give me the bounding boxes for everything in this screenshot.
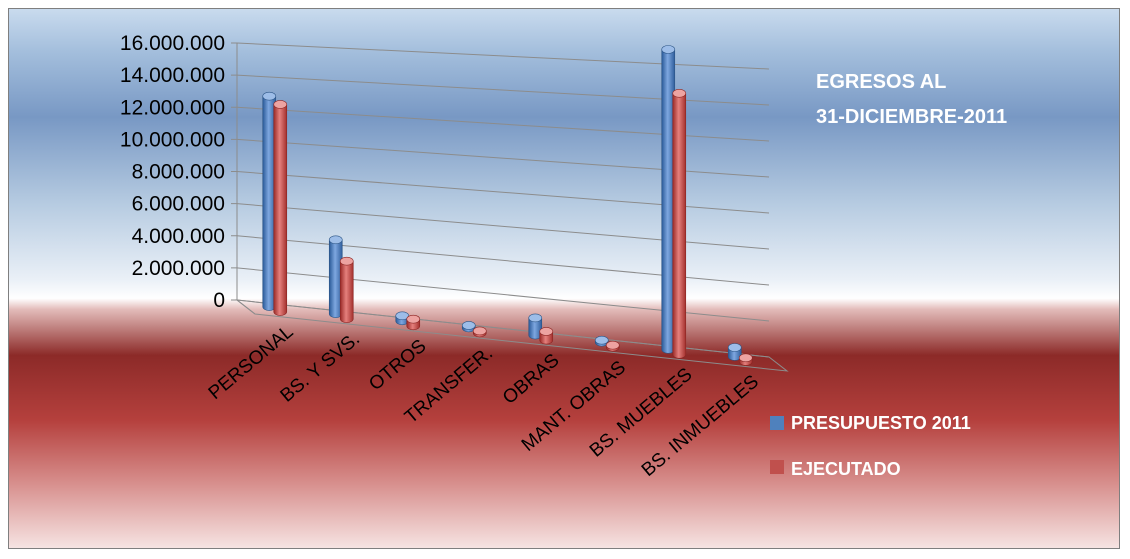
y-tick-label: 0 xyxy=(213,289,225,312)
bar-body xyxy=(672,92,687,359)
bar-ejecutado xyxy=(472,326,487,338)
chart-title-line-1: EGRESOS AL xyxy=(816,71,946,93)
bar-top xyxy=(406,314,421,324)
bar-presupuesto xyxy=(528,313,543,340)
bar-top xyxy=(672,88,687,98)
bars xyxy=(262,45,753,366)
bar-ejecutado xyxy=(672,88,687,359)
bar-top xyxy=(395,311,410,321)
chart-title-line-2: 31-DICIEMBRE-2011 xyxy=(816,106,1007,128)
bar-ejecutado xyxy=(539,327,554,345)
bar-top xyxy=(539,327,554,336)
y-tick-label: 14.000.000 xyxy=(120,64,225,87)
bar-top xyxy=(262,91,277,101)
legend-label-ejecutado: EJECUTADO xyxy=(791,459,901,479)
bar-top xyxy=(738,353,753,363)
bar-top xyxy=(461,321,476,330)
side-wall-edge xyxy=(236,299,256,315)
bar-body xyxy=(339,260,354,323)
legend-label-presupuesto: PRESUPUESTO 2011 xyxy=(791,413,971,433)
y-tick-label: 10.000.000 xyxy=(120,128,225,151)
chart-svg: 0 2.000.000 4.000.000 6.000.000 8.000.000 10.… xyxy=(9,9,1119,548)
bar-top xyxy=(328,235,343,245)
bar-top xyxy=(472,326,487,336)
chart-frame: 0 2.000.000 4.000.000 6.000.000 8.000.000 10.… xyxy=(8,8,1120,549)
bar-ejecutado xyxy=(339,256,354,323)
bar-ejecutado xyxy=(738,353,753,366)
bar-top xyxy=(339,256,354,266)
y-tick-label: 8.000.000 xyxy=(132,161,225,184)
legend-swatch-presupuesto xyxy=(770,416,784,430)
bar-top xyxy=(528,313,543,323)
bar-presupuesto xyxy=(395,311,410,326)
bar-presupuesto xyxy=(727,343,742,361)
legend-item-ejecutado: EJECUTADO xyxy=(770,459,901,479)
gridline xyxy=(236,42,770,70)
legend: PRESUPUESTO 2011 EJECUTADO xyxy=(770,413,971,479)
bar-top xyxy=(727,343,742,352)
bar-top xyxy=(273,100,288,109)
bar-top xyxy=(661,45,676,54)
legend-item-presupuesto: PRESUPUESTO 2011 xyxy=(770,413,971,433)
bar-presupuesto xyxy=(594,335,609,347)
chart-title: EGRESOS AL 31-DICIEMBRE-2011 xyxy=(816,71,1007,128)
y-tick-label: 4.000.000 xyxy=(132,225,225,248)
y-tick-label: 16.000.000 xyxy=(120,32,225,55)
legend-swatch-ejecutado xyxy=(770,460,784,474)
bar-top xyxy=(594,335,609,345)
bar-ejecutado xyxy=(273,100,288,316)
y-axis-ticks: 0 2.000.000 4.000.000 6.000.000 8.000.000 10.… xyxy=(120,32,225,312)
y-tick-label: 2.000.000 xyxy=(132,257,225,280)
y-tick-label: 12.000.000 xyxy=(120,96,225,119)
bar-top xyxy=(605,340,620,350)
y-tick-label: 6.000.000 xyxy=(132,193,225,216)
chart-background xyxy=(9,9,1119,548)
bar-ejecutado xyxy=(406,314,421,331)
bar-ejecutado xyxy=(605,340,620,352)
bar-body xyxy=(273,104,288,316)
